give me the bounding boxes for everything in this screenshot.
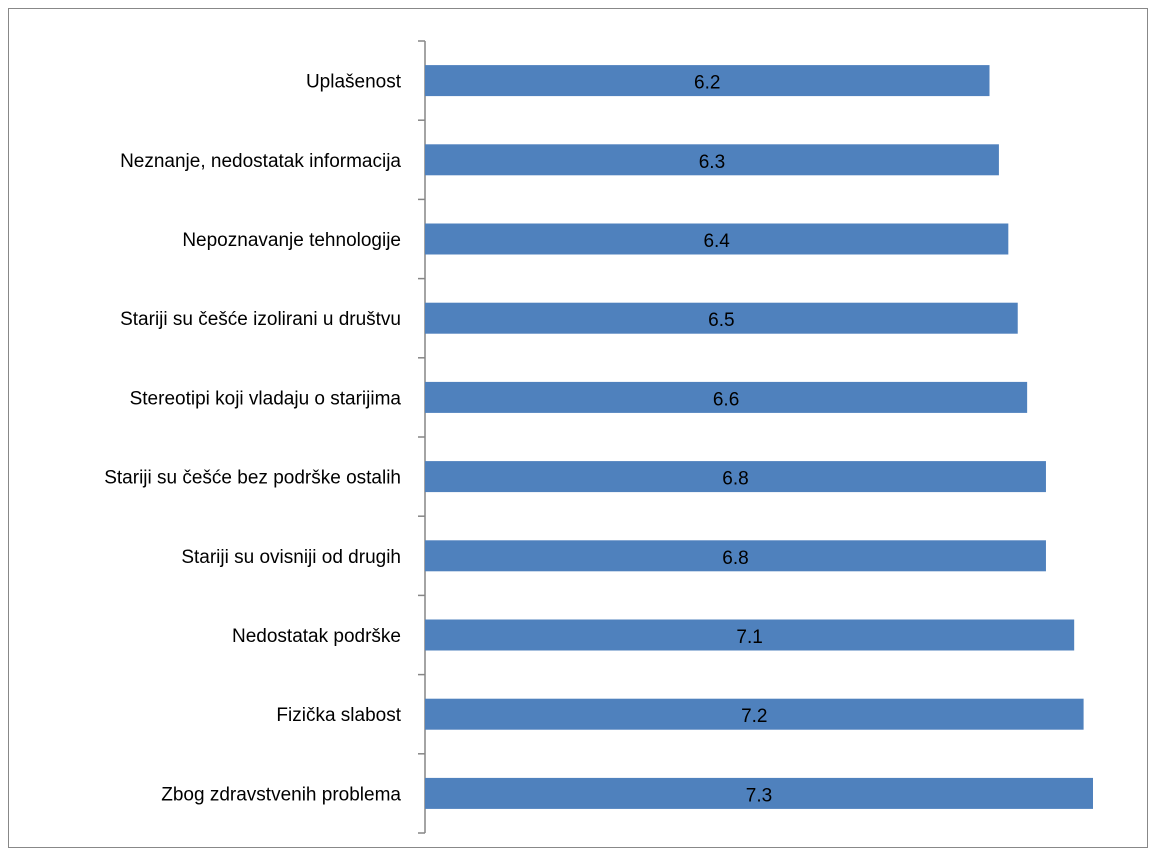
data-label: 6.5 <box>708 310 734 331</box>
bar <box>425 461 1046 493</box>
category-label: Neznanje, nedostatak informacija <box>120 151 401 172</box>
data-label: 6.2 <box>694 73 720 94</box>
bar <box>425 65 990 97</box>
category-label: Stariji su češće izolirani u društvu <box>120 309 401 330</box>
bar <box>425 144 999 176</box>
labels-group: Uplašenost 6.2 Neznanje, nedostatak inform… <box>104 72 772 807</box>
y-axis-group <box>418 40 426 834</box>
bar <box>425 302 1018 334</box>
bar <box>425 540 1046 572</box>
data-label: 6.4 <box>703 231 730 252</box>
data-label: 6.6 <box>713 389 739 410</box>
bars-group <box>425 65 1093 809</box>
data-label: 7.2 <box>741 706 767 727</box>
bar <box>425 223 1009 255</box>
data-label: 7.3 <box>746 785 772 806</box>
bar <box>425 698 1084 730</box>
category-label: Fizička slabost <box>276 705 401 726</box>
category-label: Stereotipi koji vladaju o starijima <box>130 388 402 409</box>
category-label: Nedostatak podrške <box>232 626 401 647</box>
category-label: Zbog zdravstvenih problema <box>161 784 401 805</box>
data-label: 6.8 <box>722 469 748 490</box>
data-label: 6.8 <box>722 548 748 569</box>
data-label: 7.1 <box>736 627 762 648</box>
category-label: Nepoznavanje tehnologije <box>182 230 401 251</box>
category-label: Stariji su češće bez podrške ostalih <box>104 468 401 489</box>
bar <box>425 381 1028 413</box>
category-label: Stariji su ovisniji od drugih <box>181 547 401 568</box>
bar <box>425 777 1093 809</box>
data-label: 6.3 <box>699 152 725 173</box>
bar <box>425 619 1075 651</box>
category-label: Uplašenost <box>306 72 402 93</box>
